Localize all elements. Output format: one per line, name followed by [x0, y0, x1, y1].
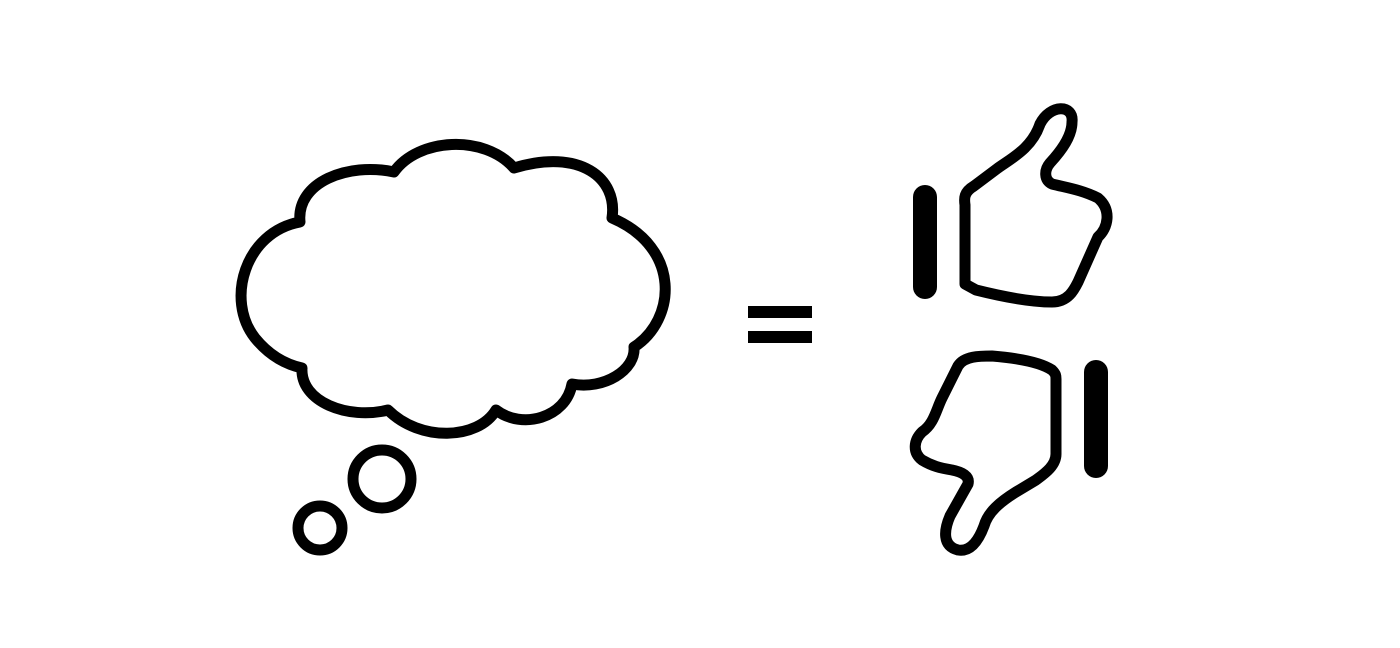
- equals-top-bar: [748, 306, 812, 318]
- thought-dot-large: [347, 444, 417, 514]
- thought-dot-small: [292, 500, 348, 556]
- equals-bottom-bar: [748, 331, 812, 343]
- equals-icon: [748, 306, 812, 343]
- thumbs-down-hand: [909, 350, 1062, 556]
- thumbs-up-hand: [959, 103, 1113, 308]
- thumbs-up-icon: [913, 103, 1113, 308]
- thought-bubble-icon: [235, 138, 671, 556]
- thumbs-down-icon: [909, 350, 1108, 556]
- thought-cloud: [235, 138, 671, 439]
